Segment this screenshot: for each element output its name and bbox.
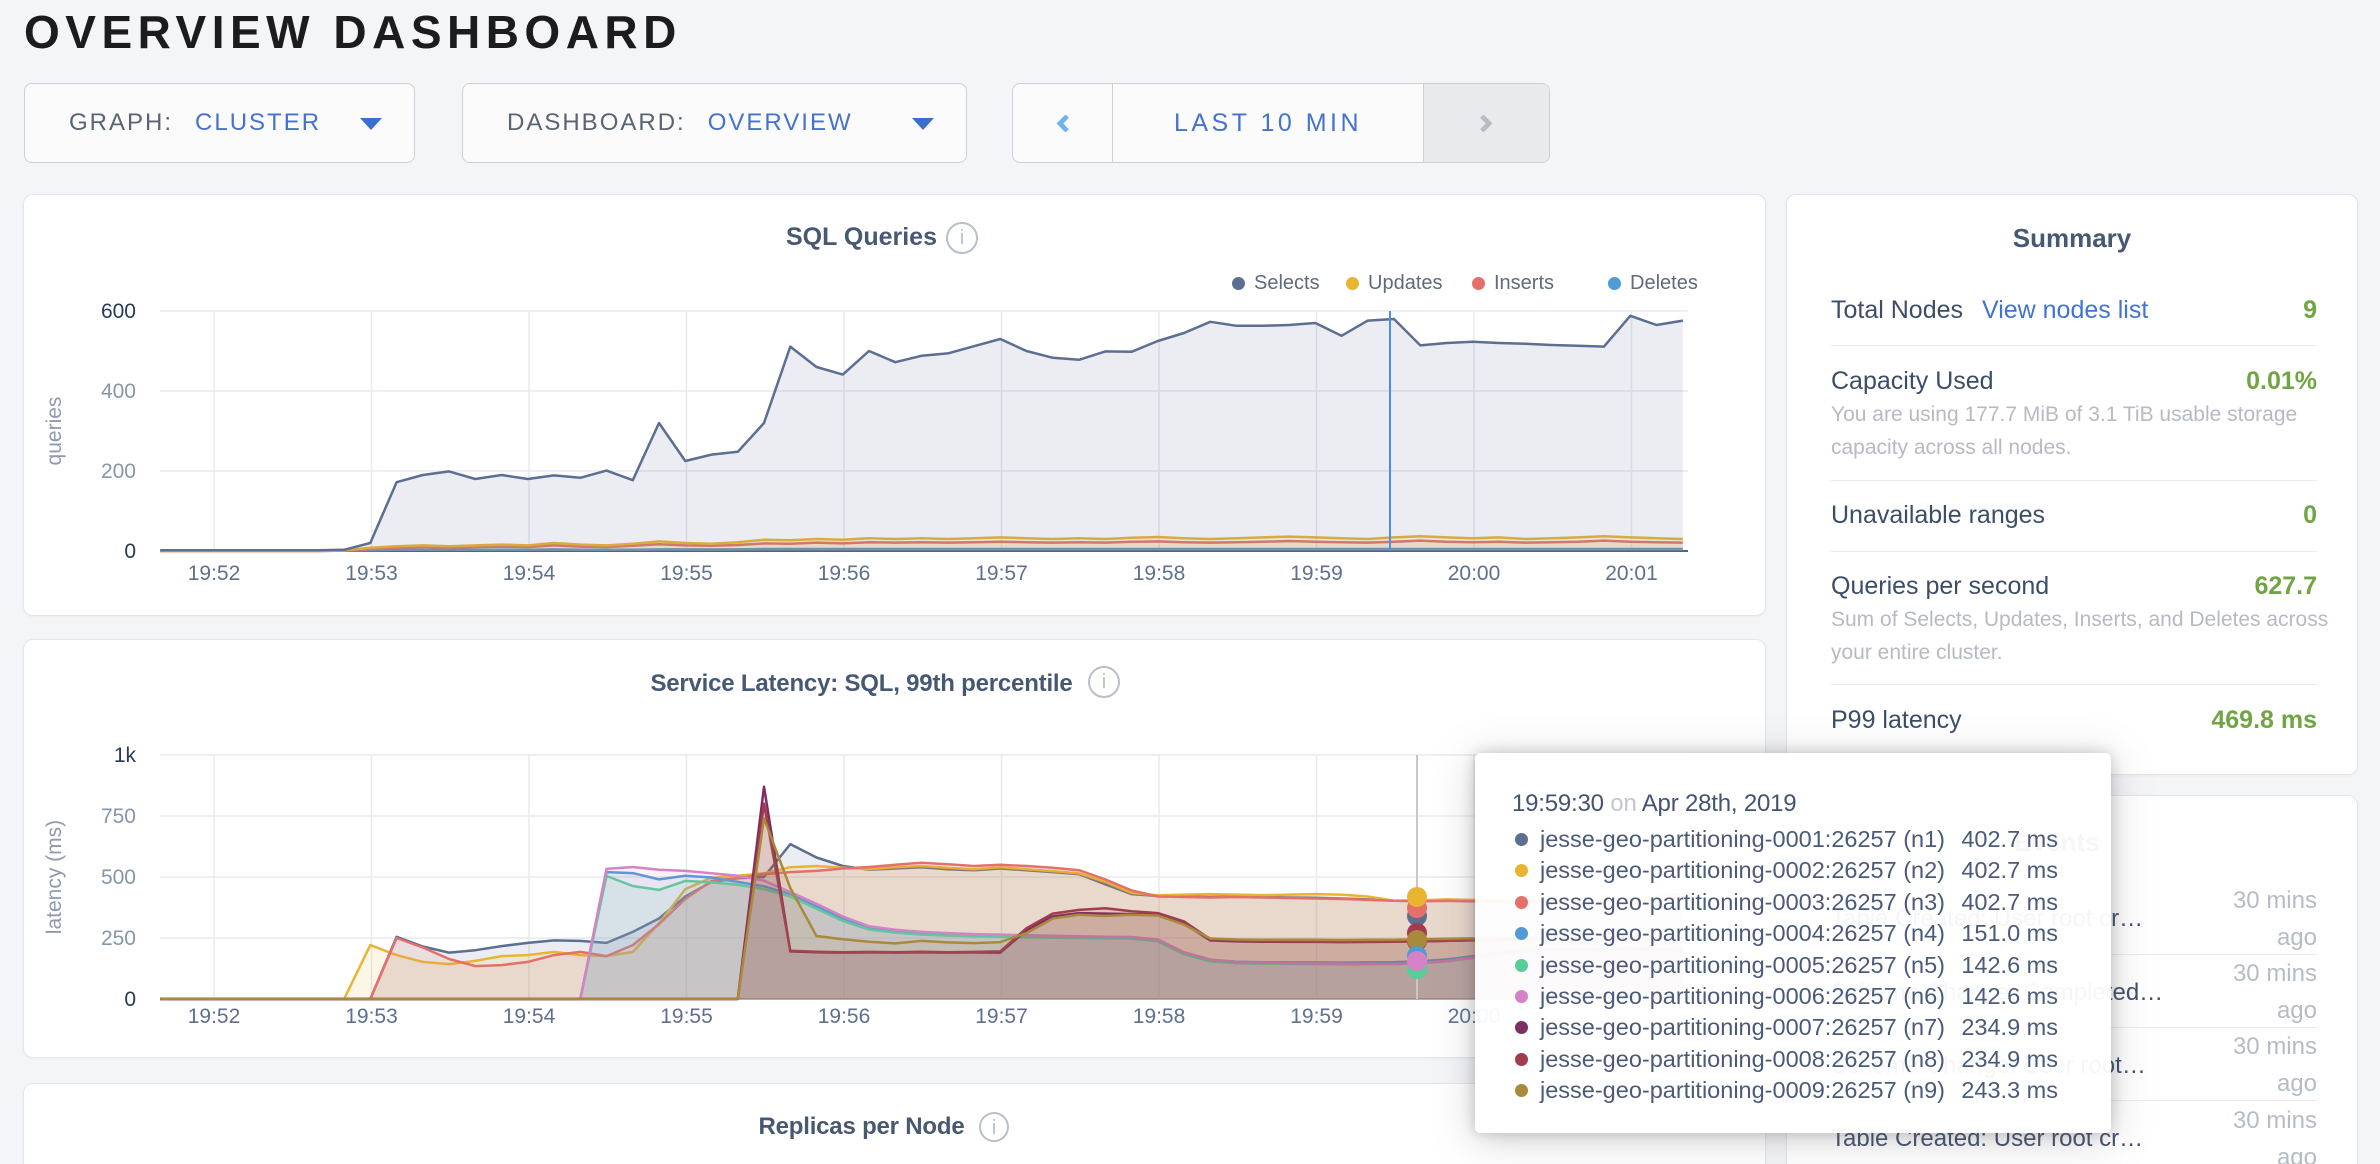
svg-text:0: 0 — [124, 540, 136, 563]
svg-text:0: 0 — [124, 988, 136, 1011]
svg-text:19:59: 19:59 — [1290, 562, 1343, 585]
svg-text:19:56: 19:56 — [818, 562, 871, 585]
svg-text:750: 750 — [101, 805, 136, 828]
svg-text:19:57: 19:57 — [975, 1005, 1028, 1028]
svg-text:200: 200 — [101, 460, 136, 483]
svg-text:latency (ms): latency (ms) — [43, 820, 66, 934]
svg-text:queries: queries — [43, 397, 66, 466]
svg-text:19:53: 19:53 — [345, 1005, 398, 1028]
svg-text:20:01: 20:01 — [1605, 562, 1658, 585]
svg-text:19:57: 19:57 — [975, 562, 1028, 585]
svg-text:19:54: 19:54 — [503, 562, 556, 585]
svg-text:19:55: 19:55 — [660, 562, 713, 585]
svg-text:19:58: 19:58 — [1133, 1005, 1186, 1028]
svg-text:19:53: 19:53 — [345, 562, 398, 585]
svg-text:1k: 1k — [114, 744, 137, 767]
svg-text:19:55: 19:55 — [660, 1005, 713, 1028]
svg-text:19:59: 19:59 — [1290, 1005, 1343, 1028]
svg-text:250: 250 — [101, 927, 136, 950]
svg-text:400: 400 — [101, 380, 136, 403]
svg-text:19:56: 19:56 — [818, 1005, 871, 1028]
svg-text:20:00: 20:00 — [1448, 562, 1501, 585]
svg-text:19:54: 19:54 — [503, 1005, 556, 1028]
svg-text:19:58: 19:58 — [1133, 562, 1186, 585]
svg-text:19:52: 19:52 — [188, 1005, 241, 1028]
svg-text:500: 500 — [101, 866, 136, 889]
svg-text:600: 600 — [101, 300, 136, 323]
svg-text:19:52: 19:52 — [188, 562, 241, 585]
